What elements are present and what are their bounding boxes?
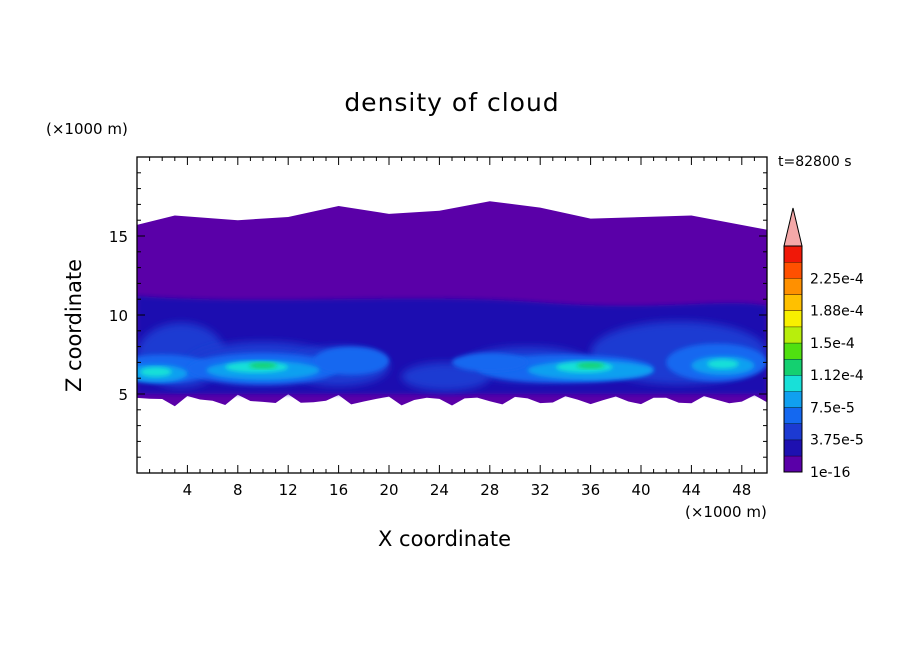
colorbar-label: 1.88e-4 [810, 304, 864, 320]
density-core-3 [707, 359, 739, 369]
x-tick-label: 28 [480, 481, 499, 499]
colorbar-swatch [784, 407, 802, 424]
x-tick-label: 16 [329, 481, 348, 499]
density-peak-1 [576, 362, 605, 369]
x-tick-label: 24 [430, 481, 449, 499]
density-mid-5 [452, 352, 528, 372]
y-tick-label: 5 [118, 386, 128, 404]
colorbar-swatch [784, 278, 802, 295]
x-tick-label: 44 [682, 481, 701, 499]
x-tick-label: 36 [581, 481, 600, 499]
colorbar-label: 1.5e-4 [810, 336, 855, 352]
x-tick-label: 12 [279, 481, 298, 499]
colorbar-swatch [784, 439, 802, 456]
colorbar-swatch [784, 391, 802, 408]
colorbar-label: 1e-16 [810, 465, 850, 481]
x-tick-label: 4 [183, 481, 193, 499]
x-axis-label: X coordinate [378, 527, 512, 551]
y-tick-label: 15 [109, 228, 128, 246]
density-mid-2 [313, 346, 390, 376]
y-axis-ticks: 5 10 15 [109, 172, 767, 458]
x-tick-label: 8 [233, 481, 243, 499]
density-peak-0 [249, 362, 277, 369]
x-tick-label: 40 [631, 481, 650, 499]
colorbar-swatch [784, 359, 802, 376]
colorbar-swatch [784, 246, 802, 263]
colorbar-label: 1.12e-4 [810, 368, 864, 384]
colorbar-swatch [784, 310, 802, 327]
z-axis-unit: (×1000 m) [46, 120, 128, 138]
colorbar-swatch [784, 375, 802, 392]
colorbar-swatch [784, 423, 802, 440]
x-tick-label: 48 [732, 481, 751, 499]
colorbar-swatch [784, 326, 802, 343]
cloud-density-field [137, 201, 767, 407]
x-axis-ticks: 4 8 12 16 20 24 28 32 36 40 44 48 [149, 157, 755, 499]
colorbar: 2.25e-4 1.88e-4 1.5e-4 1.12e-4 7.5e-5 3.75e-5… [783, 207, 864, 481]
colorbar-swatch [784, 455, 802, 472]
x-tick-label: 32 [531, 481, 550, 499]
colorbar-swatch [784, 294, 802, 311]
colorbar-label: 3.75e-5 [810, 433, 864, 449]
colorbar-label: 7.5e-5 [810, 400, 855, 416]
density-core-2 [140, 367, 172, 377]
y-tick-label: 10 [109, 307, 128, 325]
time-stamp: t=82800 s [778, 154, 852, 170]
x-axis-unit: (×1000 m) [685, 503, 767, 521]
chart-title: density of cloud [344, 88, 560, 117]
colorbar-swatch [784, 262, 802, 279]
colorbar-label: 2.25e-4 [810, 271, 864, 287]
x-tick-label: 20 [379, 481, 398, 499]
colorbar-swatch [784, 342, 802, 359]
colorbar-overflow-arrow [783, 207, 803, 247]
